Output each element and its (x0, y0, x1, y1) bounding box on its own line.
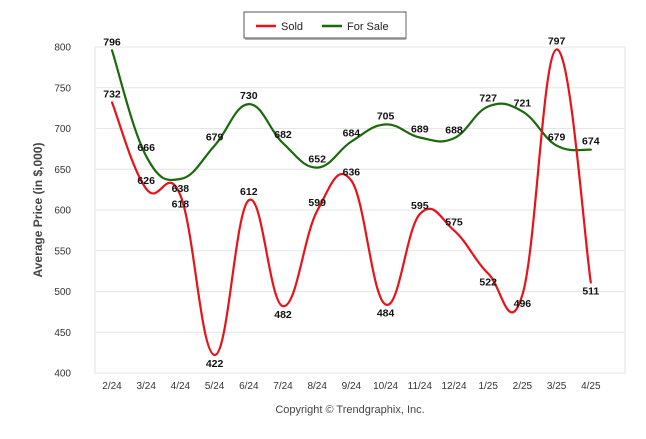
data-label: 732 (103, 88, 121, 100)
data-label: 484 (377, 308, 395, 320)
x-tick-label: 3/25 (547, 381, 567, 392)
data-label: 730 (240, 90, 258, 102)
data-label: 705 (377, 110, 395, 122)
data-label: 626 (137, 175, 155, 187)
series-line-for-sale (110, 49, 592, 182)
y-tick-label: 450 (54, 328, 71, 339)
data-label: 666 (137, 142, 155, 154)
data-label: 682 (274, 129, 292, 141)
data-label: 511 (582, 286, 599, 298)
y-tick-label: 800 (54, 43, 71, 54)
legend-label-sold: Sold (281, 21, 303, 33)
data-label: 679 (548, 132, 566, 144)
x-tick-label: 6/24 (239, 381, 259, 392)
x-tick-label: 4/25 (581, 381, 601, 392)
x-tick-label: 8/24 (307, 381, 327, 392)
y-tick-label: 400 (54, 369, 71, 380)
x-tick-label: 4/24 (171, 381, 191, 392)
series-line-sold (110, 48, 592, 357)
x-tick-label: 10/24 (373, 381, 398, 392)
data-label: 688 (445, 124, 463, 136)
legend-label-for-sale: For Sale (347, 21, 389, 33)
x-tick-label: 7/24 (273, 381, 293, 392)
data-label: 721 (514, 97, 532, 109)
x-tick-label: 2/25 (513, 381, 533, 392)
data-label: 595 (411, 200, 429, 212)
data-label: 575 (445, 216, 463, 228)
data-label: 674 (582, 136, 600, 148)
y-tick-label: 650 (54, 165, 71, 176)
y-axis-title: Average Price (in $,000) (31, 143, 45, 278)
y-tick-label: 550 (54, 246, 71, 257)
data-label: 618 (172, 198, 190, 210)
data-label: 797 (548, 35, 566, 47)
data-label: 689 (411, 123, 429, 135)
data-label: 679 (206, 132, 224, 144)
x-tick-label: 1/25 (478, 381, 498, 392)
x-tick-label: 2/24 (102, 381, 122, 392)
x-tick-label: 12/24 (441, 381, 466, 392)
data-label: 599 (308, 197, 326, 209)
x-tick-label: 11/24 (408, 381, 433, 392)
y-tick-label: 600 (54, 206, 71, 217)
x-tick-label: 5/24 (205, 381, 225, 392)
copyright-footer: Copyright © Trendgraphix, Inc. (275, 404, 424, 416)
data-label: 422 (206, 358, 224, 370)
data-label: 638 (172, 183, 190, 195)
data-label: 727 (479, 92, 497, 104)
data-label: 496 (514, 298, 532, 310)
data-label: 796 (103, 36, 121, 48)
data-label: 482 (274, 309, 292, 321)
data-label: 652 (308, 154, 326, 166)
y-tick-label: 750 (54, 83, 71, 94)
data-label: 636 (343, 167, 361, 179)
x-tick-label: 3/24 (136, 381, 156, 392)
data-label: 522 (479, 277, 497, 289)
data-label: 684 (343, 128, 361, 140)
data-label: 612 (240, 186, 258, 198)
y-tick-label: 500 (54, 287, 71, 298)
y-tick-label: 700 (54, 124, 71, 135)
x-tick-label: 9/24 (342, 381, 362, 392)
